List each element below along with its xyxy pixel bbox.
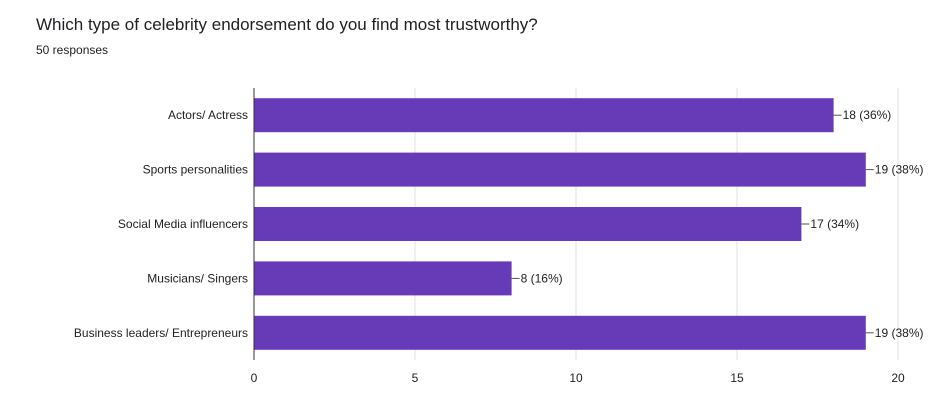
- x-tick-label: 5: [412, 371, 419, 385]
- data-label: 19 (38%): [875, 326, 924, 340]
- category-label: Business leaders/ Entrepreneurs: [74, 326, 248, 340]
- x-tick-label: 20: [891, 371, 905, 385]
- data-label: 19 (38%): [875, 163, 924, 177]
- x-tick-label: 0: [251, 371, 258, 385]
- data-label: 17 (34%): [810, 217, 859, 231]
- bar: [254, 207, 802, 241]
- data-label: 18 (36%): [843, 108, 892, 122]
- bar: [254, 152, 866, 187]
- response-count: 50 responses: [36, 43, 109, 57]
- bar: [254, 315, 866, 350]
- x-tick-label: 10: [569, 371, 583, 385]
- category-label: Actors/ Actress: [168, 108, 248, 122]
- bar: [254, 261, 512, 296]
- data-label: 8 (16%): [521, 271, 563, 285]
- chart-title: Which type of celebrity endorsement do y…: [36, 15, 538, 34]
- category-label: Sports personalities: [143, 163, 248, 177]
- x-tick-label: 15: [730, 371, 744, 385]
- chart-header: Which type of celebrity endorsement do y…: [36, 14, 538, 58]
- bar: [254, 98, 834, 133]
- category-label: Musicians/ Singers: [147, 271, 248, 285]
- category-label: Social Media influencers: [118, 217, 248, 231]
